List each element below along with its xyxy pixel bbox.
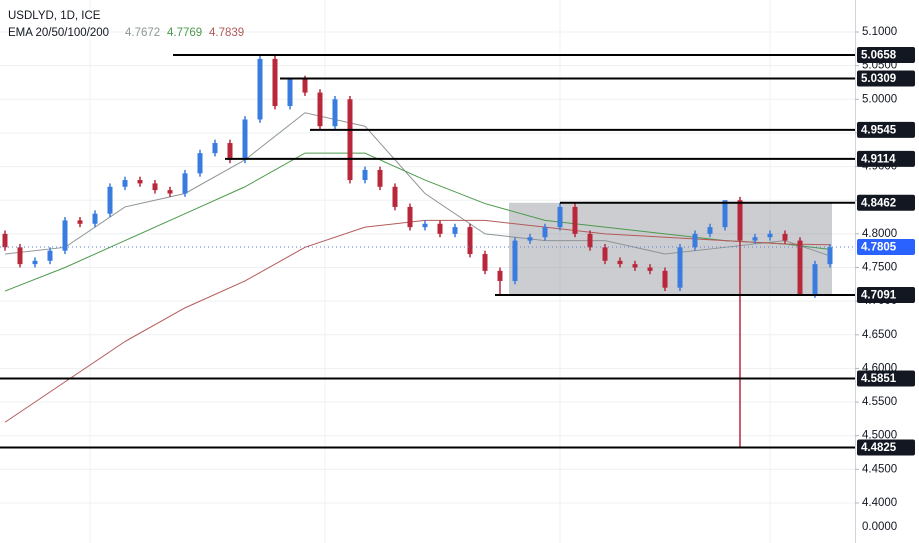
level-label-box bbox=[857, 439, 915, 456]
level-label-box bbox=[857, 47, 915, 64]
candle-body bbox=[467, 227, 473, 255]
candle-body bbox=[797, 240, 803, 295]
level-label-box bbox=[857, 370, 915, 387]
candle-body bbox=[182, 173, 188, 194]
legend-value: 4.7672 bbox=[125, 27, 160, 39]
candle-body bbox=[407, 206, 413, 228]
candle-body bbox=[197, 153, 203, 174]
candle-body bbox=[617, 260, 623, 265]
grid bbox=[89, 0, 771, 543]
y-tick-label: 4.5500 bbox=[862, 396, 897, 408]
y-tick-label: 5.0000 bbox=[862, 93, 897, 105]
level-label: 4.4825 bbox=[861, 442, 897, 454]
y-tick-label: 4.4000 bbox=[862, 497, 897, 509]
level-label-box bbox=[857, 121, 915, 138]
candle-body bbox=[287, 79, 293, 107]
candle-body bbox=[107, 186, 113, 214]
candle-body bbox=[647, 267, 653, 271]
candle-body bbox=[632, 264, 638, 268]
candle-body bbox=[152, 183, 158, 191]
indicator: EMA 20/50/100/200 bbox=[8, 27, 109, 39]
candle-body bbox=[602, 247, 608, 261]
candle-body bbox=[827, 247, 833, 265]
y-tick-label: 4.5000 bbox=[862, 430, 897, 442]
candle-body bbox=[227, 143, 233, 160]
candle-body bbox=[422, 223, 428, 228]
candle-body bbox=[347, 99, 353, 181]
level-label-box bbox=[857, 194, 915, 211]
candle-body bbox=[302, 79, 308, 93]
candle-body bbox=[92, 213, 98, 224]
ema-line bbox=[4, 152, 831, 292]
y-tick-label: 5.1000 bbox=[862, 26, 897, 38]
level-label: 5.0309 bbox=[861, 73, 896, 85]
y-tick-label: 4.8000 bbox=[862, 228, 897, 240]
candle-body bbox=[2, 233, 8, 248]
candle-body bbox=[722, 200, 728, 228]
level-label-box bbox=[857, 70, 915, 87]
level-label: 4.9545 bbox=[861, 124, 897, 136]
candle-body bbox=[332, 99, 338, 127]
y-tick-label: 4.6500 bbox=[862, 329, 897, 341]
y-tick-label: 4.4500 bbox=[862, 463, 897, 475]
level-label: 4.9114 bbox=[861, 153, 896, 165]
level-label: 4.8462 bbox=[861, 197, 896, 209]
level-label-box bbox=[857, 287, 915, 304]
candle-body bbox=[782, 233, 788, 241]
candle-body bbox=[752, 237, 758, 241]
candle-body bbox=[497, 270, 503, 281]
candle-body bbox=[542, 227, 548, 238]
candle-body bbox=[317, 92, 323, 127]
candle-body bbox=[242, 119, 248, 160]
candle-body bbox=[692, 233, 698, 248]
candle-body bbox=[167, 190, 173, 194]
level-label: 5.0658 bbox=[861, 50, 897, 62]
candle-body bbox=[482, 254, 488, 271]
candle-body bbox=[122, 180, 128, 187]
candle-body bbox=[767, 233, 773, 238]
candle-body bbox=[77, 220, 83, 224]
candle-body bbox=[662, 270, 668, 288]
level-label: 4.5851 bbox=[861, 373, 897, 385]
candle-body bbox=[452, 227, 458, 234]
candle-body bbox=[212, 143, 218, 154]
candle-body bbox=[17, 247, 23, 265]
candle-body bbox=[47, 250, 53, 261]
candle-body bbox=[272, 58, 278, 107]
range-box bbox=[509, 202, 832, 296]
ema-line bbox=[4, 112, 831, 257]
candle-body bbox=[812, 264, 818, 295]
candle-body bbox=[527, 237, 533, 241]
candle-body bbox=[62, 220, 68, 251]
candle-body bbox=[437, 223, 443, 234]
candle-body bbox=[707, 227, 713, 234]
last-price-box bbox=[857, 238, 915, 255]
candle-body bbox=[557, 206, 563, 228]
candle-body bbox=[512, 240, 518, 281]
axis-footer-label: 0.0000 bbox=[862, 521, 897, 533]
level-label: 4.7091 bbox=[861, 290, 897, 302]
legend-value: 4.7769 bbox=[167, 27, 202, 39]
candle-body bbox=[572, 206, 578, 234]
ema-line bbox=[4, 219, 831, 423]
candle-body bbox=[362, 169, 368, 181]
candle-body bbox=[677, 247, 683, 288]
candle-body bbox=[137, 180, 143, 184]
candle-body bbox=[737, 200, 743, 241]
candle-body bbox=[257, 58, 263, 120]
level-label-box bbox=[857, 150, 915, 167]
candle-body bbox=[587, 233, 593, 248]
candle-body bbox=[377, 169, 383, 187]
last-price-label: 4.7805 bbox=[861, 242, 897, 254]
candle-body bbox=[32, 260, 38, 265]
y-tick-label: 4.7500 bbox=[862, 262, 897, 274]
symbol: USDLYD, 1D, ICE bbox=[8, 10, 101, 22]
legend-value: 4.7839 bbox=[209, 27, 244, 39]
candle-body bbox=[392, 186, 398, 207]
